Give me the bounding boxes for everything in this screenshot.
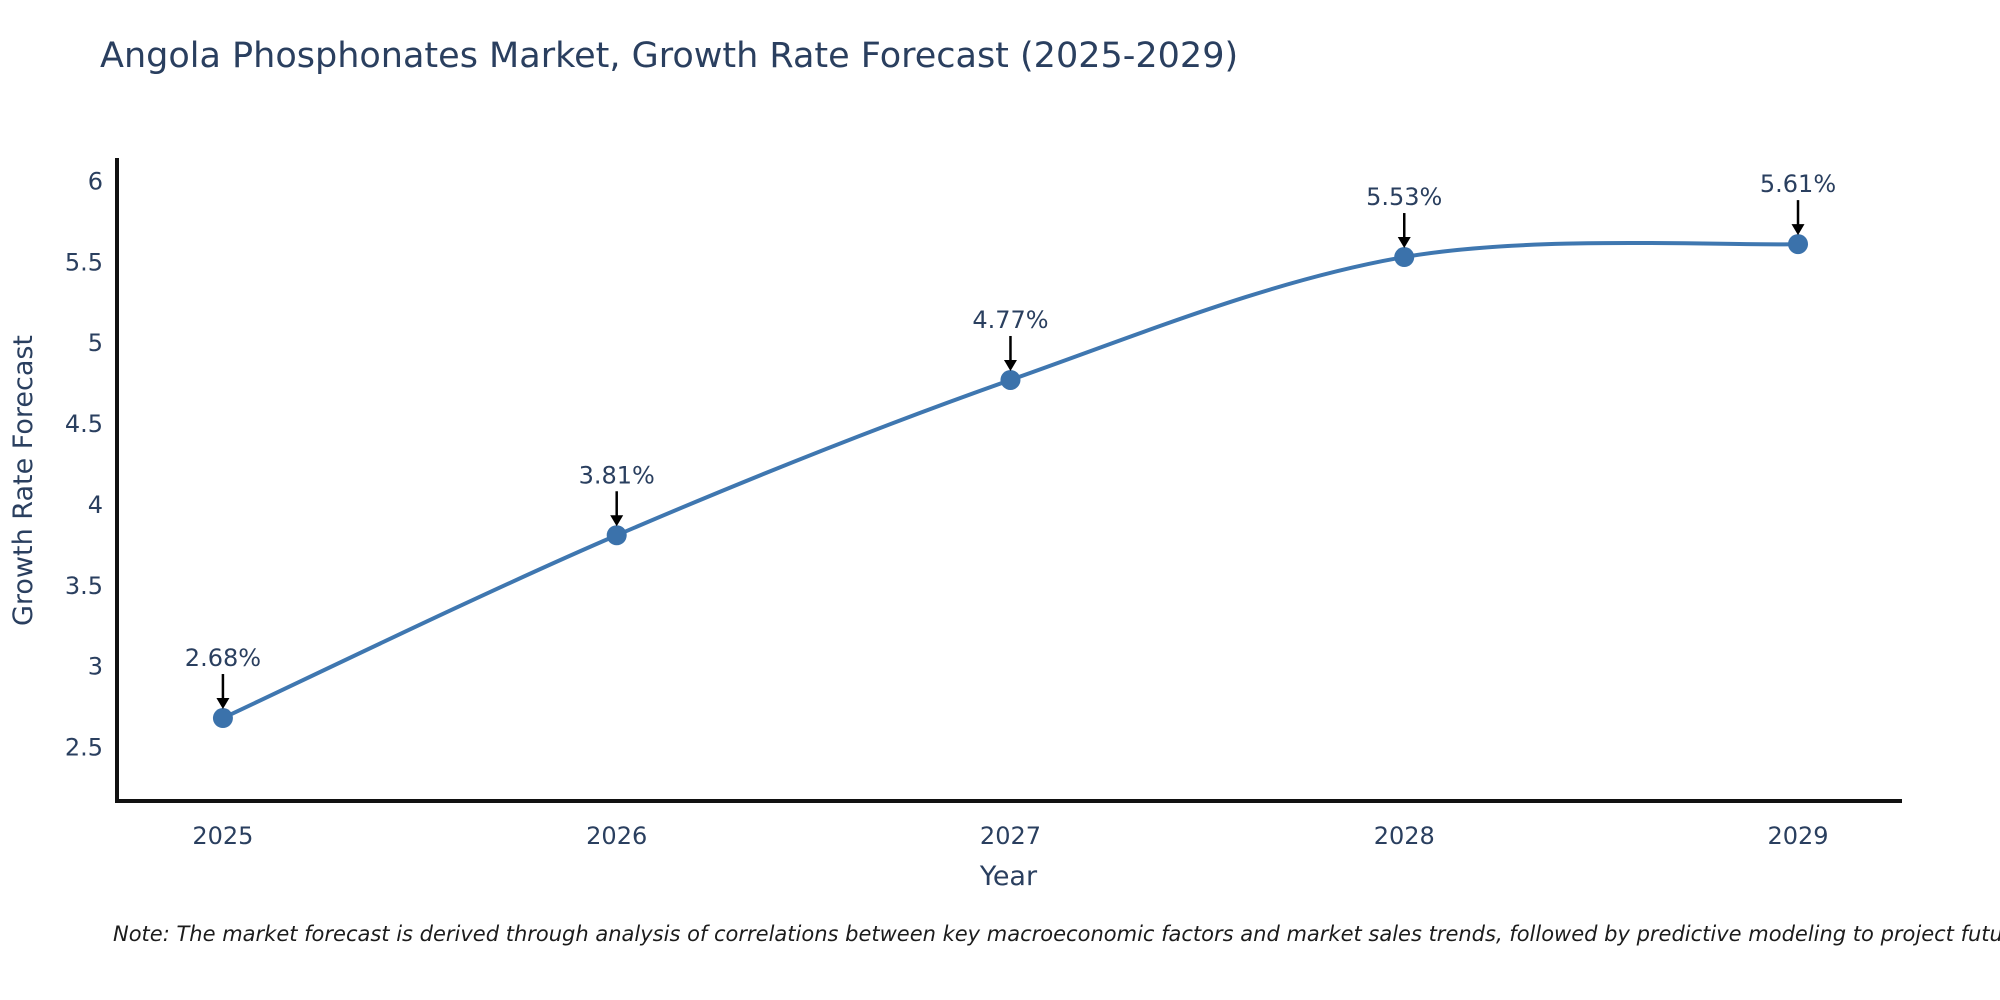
x-tick-label: 2027 [980,822,1041,850]
x-axis-title: Year [979,861,1038,892]
y-axis-title: Growth Rate Forecast [8,335,39,626]
y-tick-label: 6 [88,167,103,195]
data-point-2028 [1394,247,1415,268]
y-tick-label: 3.5 [65,572,103,600]
point-label-2029: 5.61% [1760,170,1836,198]
y-tick-label: 5 [88,329,103,357]
annotation-arrowhead [1791,224,1805,236]
point-label-2027: 4.77% [972,306,1048,334]
data-point-2027 [1000,369,1021,390]
x-tick-label: 2028 [1374,822,1435,850]
annotation-arrowhead [216,698,230,710]
annotation-arrowhead [610,515,624,527]
x-tick-label: 2026 [586,822,647,850]
axis-lines [115,158,1902,803]
annotation-arrowhead [1397,237,1411,249]
x-tick-label: 2029 [1767,822,1828,850]
y-tick-label: 5.5 [65,248,103,276]
chart-title: Angola Phosphonates Market, Growth Rate … [100,36,1239,76]
y-tick-label: 3 [88,653,103,681]
y-tick-label: 4 [88,491,103,519]
data-point-2025 [212,708,233,729]
y-tick-label: 4.5 [65,410,103,438]
point-label-2028: 5.53% [1366,183,1442,211]
x-tick-label: 2025 [192,822,253,850]
annotation-arrowhead [1003,359,1017,371]
point-label-2026: 3.81% [579,461,655,489]
data-point-2029 [1788,234,1809,255]
y-tick-label: 2.5 [65,734,103,762]
footnote: Note: The market forecast is derived thr… [113,922,2000,946]
data-point-2026 [606,525,627,546]
point-label-2025: 2.68% [185,644,261,672]
